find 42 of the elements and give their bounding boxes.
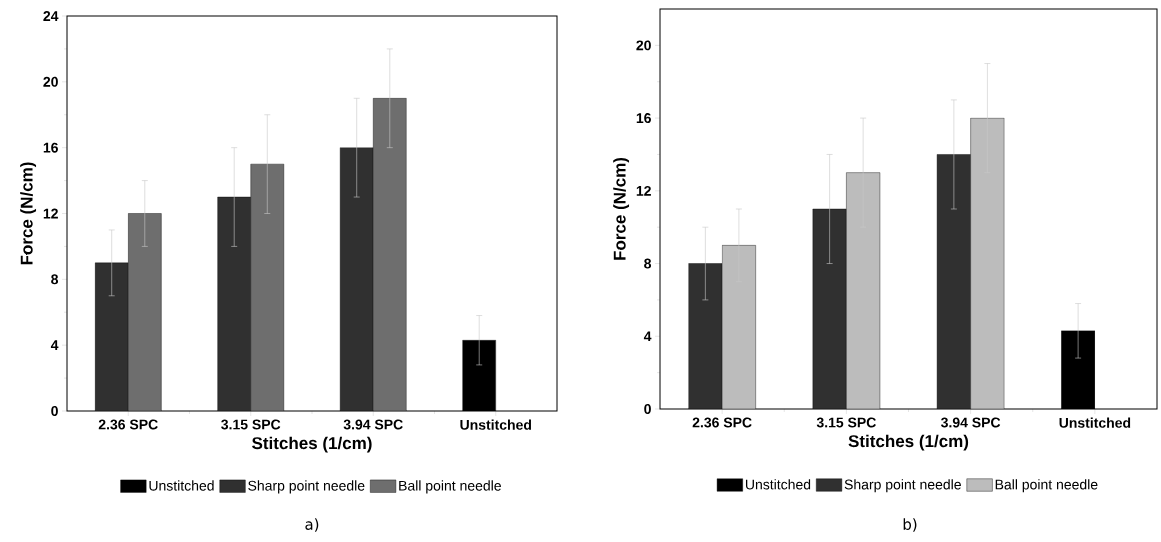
y-tick-label: 12 [636, 185, 651, 196]
x-axis-title: Stitches (1/cm) [848, 434, 969, 451]
bar [250, 163, 285, 411]
y-tick-label: 20 [43, 76, 58, 87]
y-tick-label: 20 [636, 40, 651, 51]
y-tick-label: 4 [643, 331, 652, 342]
bar [217, 196, 251, 411]
x-tick-label: Unstitched [1059, 417, 1131, 428]
legend-label: Ball point needle [399, 480, 501, 494]
x-tick-label: 3.15 SPC [816, 417, 876, 428]
y-axis-title: Force (N/cm) [20, 162, 37, 265]
bar [94, 262, 129, 411]
y-tick-label: 4 [50, 340, 59, 350]
legend-label: Sharp point needle [844, 479, 961, 493]
y-tick-label: 12 [43, 208, 58, 219]
y-tick-label: 24 [43, 11, 59, 21]
legend-label: Unstitched [745, 479, 811, 490]
x-axis-title: Stitches (1/cm) [252, 436, 372, 453]
x-tick-label: Unstitched [460, 419, 532, 430]
y-tick-label: 0 [644, 404, 651, 414]
legend-label: Ball point needle [995, 479, 1098, 493]
y-tick-label: 0 [51, 406, 58, 416]
legend-label: Unstitched [149, 480, 214, 491]
y-tick-label: 8 [644, 258, 652, 269]
x-tick-label: 3.15 SPC [221, 419, 281, 430]
text: a) [305, 518, 319, 532]
x-tick-label: 3.94 SPC [343, 419, 403, 430]
y-axis-title: Force (N/cm) [613, 157, 630, 260]
x-tick-label: 2.36 SPC [692, 417, 752, 428]
bar [688, 263, 723, 409]
y-tick-label: 16 [43, 142, 58, 153]
bar [128, 213, 162, 411]
legend-label: Sharp point needle [248, 480, 365, 494]
y-tick-label: 16 [636, 113, 651, 124]
x-tick-label: 2.36 SPC [98, 419, 158, 430]
bar [936, 154, 971, 409]
y-tick-label: 8 [51, 274, 59, 285]
bar [373, 98, 407, 411]
bar [339, 147, 374, 411]
bar [812, 208, 847, 409]
text: b) [903, 518, 917, 532]
x-tick-label: 3.94 SPC [940, 417, 1001, 428]
